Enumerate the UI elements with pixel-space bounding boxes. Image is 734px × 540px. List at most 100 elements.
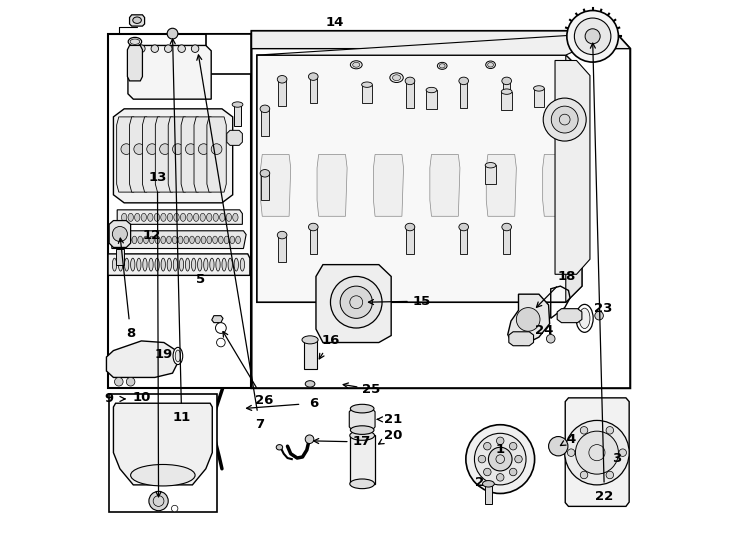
Circle shape [546,334,555,343]
Polygon shape [486,154,516,217]
Text: 22: 22 [595,490,614,503]
Ellipse shape [207,236,211,244]
Circle shape [479,455,486,463]
Circle shape [192,45,199,52]
Polygon shape [349,409,375,430]
Polygon shape [227,130,242,145]
Ellipse shape [232,102,243,107]
Bar [485,484,492,504]
Ellipse shape [128,213,134,221]
Circle shape [112,226,128,241]
Polygon shape [430,154,460,217]
Text: 21: 21 [384,413,402,426]
Text: 5: 5 [196,273,205,286]
Circle shape [172,144,184,154]
Circle shape [340,286,372,319]
Circle shape [564,421,629,485]
Ellipse shape [230,236,235,244]
Text: 14: 14 [326,16,344,29]
Ellipse shape [115,236,120,244]
Polygon shape [129,15,145,26]
Ellipse shape [138,236,142,244]
Circle shape [172,505,178,512]
Bar [460,80,468,108]
Polygon shape [117,117,136,192]
Ellipse shape [187,213,192,221]
Ellipse shape [405,77,415,85]
Circle shape [581,427,588,434]
Ellipse shape [186,258,189,271]
Text: 7: 7 [255,418,264,431]
Text: 16: 16 [321,334,340,347]
Text: 18: 18 [558,270,576,283]
Circle shape [134,144,145,154]
Circle shape [575,18,611,55]
Ellipse shape [181,213,186,221]
Ellipse shape [487,63,493,67]
Circle shape [543,98,586,141]
Ellipse shape [502,223,512,231]
Ellipse shape [179,258,184,271]
Circle shape [575,431,619,474]
Circle shape [484,442,491,450]
Ellipse shape [308,223,318,231]
Ellipse shape [200,213,206,221]
Polygon shape [181,117,200,192]
Ellipse shape [112,258,117,271]
Ellipse shape [134,213,140,221]
Ellipse shape [228,258,233,271]
Circle shape [606,471,614,479]
Ellipse shape [216,258,220,271]
Circle shape [548,436,568,456]
Ellipse shape [178,236,183,244]
Polygon shape [112,231,246,248]
Text: 17: 17 [352,435,371,448]
Polygon shape [128,45,142,81]
Ellipse shape [390,73,403,83]
Ellipse shape [350,404,374,413]
Ellipse shape [173,258,178,271]
Bar [503,226,510,254]
Ellipse shape [154,213,159,221]
Ellipse shape [210,258,214,271]
Ellipse shape [155,258,159,271]
Bar [350,435,374,484]
Ellipse shape [120,236,126,244]
Ellipse shape [148,213,153,221]
Polygon shape [565,398,629,507]
Polygon shape [542,154,573,217]
Ellipse shape [206,213,212,221]
Bar [108,33,252,388]
Bar [261,172,269,200]
Text: 26: 26 [255,394,273,407]
Ellipse shape [226,213,231,221]
Ellipse shape [236,236,241,244]
Ellipse shape [201,236,206,244]
Polygon shape [555,60,590,274]
Circle shape [488,447,512,471]
Circle shape [466,425,534,494]
Ellipse shape [167,258,172,271]
Ellipse shape [213,236,217,244]
Text: 11: 11 [172,411,191,424]
Ellipse shape [141,213,147,221]
Polygon shape [142,117,161,192]
Circle shape [198,144,209,154]
Bar [501,92,512,111]
Bar [261,108,269,136]
Bar [406,226,414,254]
Ellipse shape [143,258,147,271]
Circle shape [567,10,619,62]
Text: 6: 6 [309,397,318,410]
Ellipse shape [219,236,223,244]
Bar [234,105,241,126]
Circle shape [330,276,382,328]
Ellipse shape [118,258,123,271]
Polygon shape [194,117,214,192]
Text: 3: 3 [612,451,622,464]
Text: 4: 4 [567,433,575,446]
Ellipse shape [350,426,374,434]
Text: 13: 13 [148,171,167,184]
Circle shape [509,468,517,476]
Circle shape [474,433,526,485]
